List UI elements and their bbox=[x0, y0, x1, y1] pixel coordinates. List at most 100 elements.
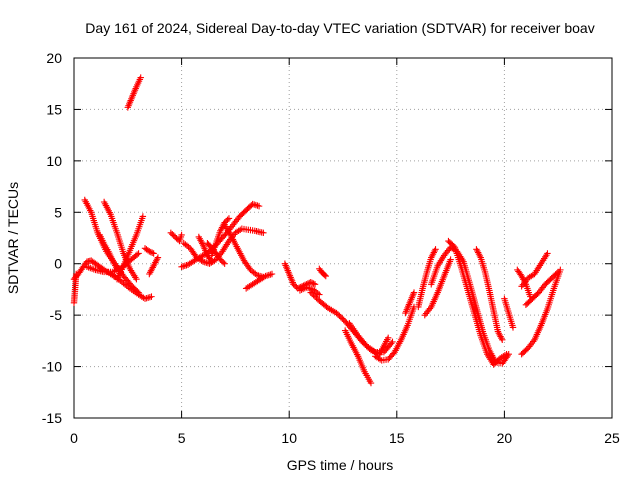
series-arc-11 bbox=[167, 229, 185, 245]
y-tick-label: -15 bbox=[42, 410, 62, 426]
data-point-marker bbox=[150, 250, 157, 257]
data-point-marker bbox=[337, 314, 345, 321]
series-arc-19 bbox=[281, 260, 319, 292]
data-point-marker bbox=[310, 280, 317, 287]
data-point-marker bbox=[218, 257, 225, 265]
data-point-marker bbox=[133, 251, 141, 258]
y-tick-labels: -15 -10 -5 0 5 10 15 20 bbox=[42, 50, 62, 426]
data-point-marker bbox=[553, 269, 561, 277]
data-point-marker bbox=[220, 259, 227, 266]
x-axis-label: GPS time / hours bbox=[287, 457, 394, 473]
data-point-marker bbox=[555, 268, 562, 276]
data-point-marker bbox=[432, 246, 439, 253]
y-tick-label: -10 bbox=[42, 359, 62, 375]
y-axis-label: SDTVAR / TECUs bbox=[5, 182, 21, 294]
series-arc-16 bbox=[208, 215, 233, 259]
y-tick-label: 10 bbox=[46, 153, 62, 169]
data-point-marker bbox=[139, 213, 147, 220]
series-arc-03 bbox=[100, 198, 140, 283]
x-tick-label: 10 bbox=[281, 430, 297, 446]
data-point-marker bbox=[336, 312, 343, 320]
data-point-marker bbox=[255, 202, 263, 210]
series-arc-28 bbox=[421, 256, 454, 319]
data-point-marker bbox=[167, 229, 175, 237]
axis-ticks bbox=[73, 57, 613, 419]
data-point-marker bbox=[311, 281, 319, 288]
series-arc-25 bbox=[372, 303, 418, 364]
data-point-marker bbox=[290, 281, 297, 288]
series-arc-30 bbox=[445, 237, 510, 368]
data-point-marker bbox=[207, 256, 214, 264]
series-arc-29 bbox=[428, 244, 512, 367]
x-tick-label: 20 bbox=[497, 430, 513, 446]
data-point-marker bbox=[178, 231, 185, 239]
y-tick-label: 20 bbox=[46, 50, 62, 66]
data-point-marker bbox=[388, 340, 395, 347]
data-point-marker bbox=[171, 233, 179, 241]
series-arc-08 bbox=[113, 213, 147, 283]
data-point-marker bbox=[169, 231, 176, 238]
data-point-marker bbox=[170, 232, 177, 239]
data-point-marker bbox=[308, 279, 316, 287]
data-point-marker bbox=[225, 215, 233, 222]
y-tick-label: 5 bbox=[54, 204, 62, 220]
data-point-marker bbox=[390, 350, 397, 357]
series-arc-23 bbox=[341, 327, 375, 387]
y-tick-label: 0 bbox=[54, 256, 62, 272]
plot-frame bbox=[73, 57, 613, 419]
data-point-marker bbox=[246, 265, 253, 272]
series-arc-01 bbox=[124, 74, 144, 111]
series-arc-17 bbox=[221, 221, 267, 281]
data-point-marker bbox=[135, 250, 142, 257]
chart-title: Day 161 of 2024, Sidereal Day-to-day VTE… bbox=[85, 20, 594, 36]
data-point-marker bbox=[154, 254, 162, 261]
data-point-marker bbox=[224, 216, 231, 224]
data-point-marker bbox=[321, 271, 328, 279]
data-point-marker bbox=[410, 289, 418, 296]
data-point-marker bbox=[509, 324, 517, 331]
data-point-marker bbox=[268, 270, 276, 278]
data-point-marker bbox=[308, 290, 316, 298]
data-point-marker bbox=[310, 292, 317, 299]
series-arc-31 bbox=[473, 246, 506, 344]
data-point-marker bbox=[503, 351, 510, 358]
data-point-marker bbox=[148, 249, 156, 256]
data-point-marker bbox=[260, 229, 267, 237]
data-point-marker bbox=[221, 260, 228, 267]
series-arc-05 bbox=[70, 270, 80, 306]
x-tick-labels: 0 5 10 15 20 25 bbox=[70, 430, 620, 446]
data-series bbox=[70, 74, 564, 387]
data-point-marker bbox=[146, 248, 153, 255]
data-point-marker bbox=[307, 279, 314, 286]
data-point-marker bbox=[173, 235, 180, 242]
data-point-marker bbox=[133, 275, 140, 283]
data-point-marker bbox=[147, 248, 154, 256]
data-point-marker bbox=[450, 242, 457, 250]
data-point-marker bbox=[113, 265, 121, 273]
data-point-marker bbox=[389, 338, 396, 346]
data-point-marker bbox=[339, 315, 346, 322]
data-point-marker bbox=[311, 293, 319, 300]
x-tick-label: 0 bbox=[70, 430, 78, 446]
grid-lines bbox=[74, 58, 612, 418]
series-arc-26 bbox=[402, 289, 418, 317]
data-point-marker bbox=[384, 334, 392, 341]
series-arc-10 bbox=[146, 254, 162, 278]
series-arc-18 bbox=[242, 270, 276, 292]
data-point-marker bbox=[148, 293, 155, 300]
data-point-marker bbox=[313, 294, 320, 302]
x-tick-label: 25 bbox=[604, 430, 620, 446]
data-point-marker bbox=[499, 336, 506, 344]
data-point-marker bbox=[137, 74, 144, 81]
x-tick-label: 15 bbox=[389, 430, 405, 446]
data-point-marker bbox=[367, 379, 375, 387]
data-point-marker bbox=[362, 341, 369, 348]
series-arc-34 bbox=[518, 250, 551, 290]
series-arc-07 bbox=[96, 231, 121, 273]
y-tick-label: 15 bbox=[46, 101, 62, 117]
data-point-marker bbox=[447, 256, 454, 263]
data-point-marker bbox=[307, 289, 314, 296]
series-arc-35 bbox=[518, 266, 564, 358]
